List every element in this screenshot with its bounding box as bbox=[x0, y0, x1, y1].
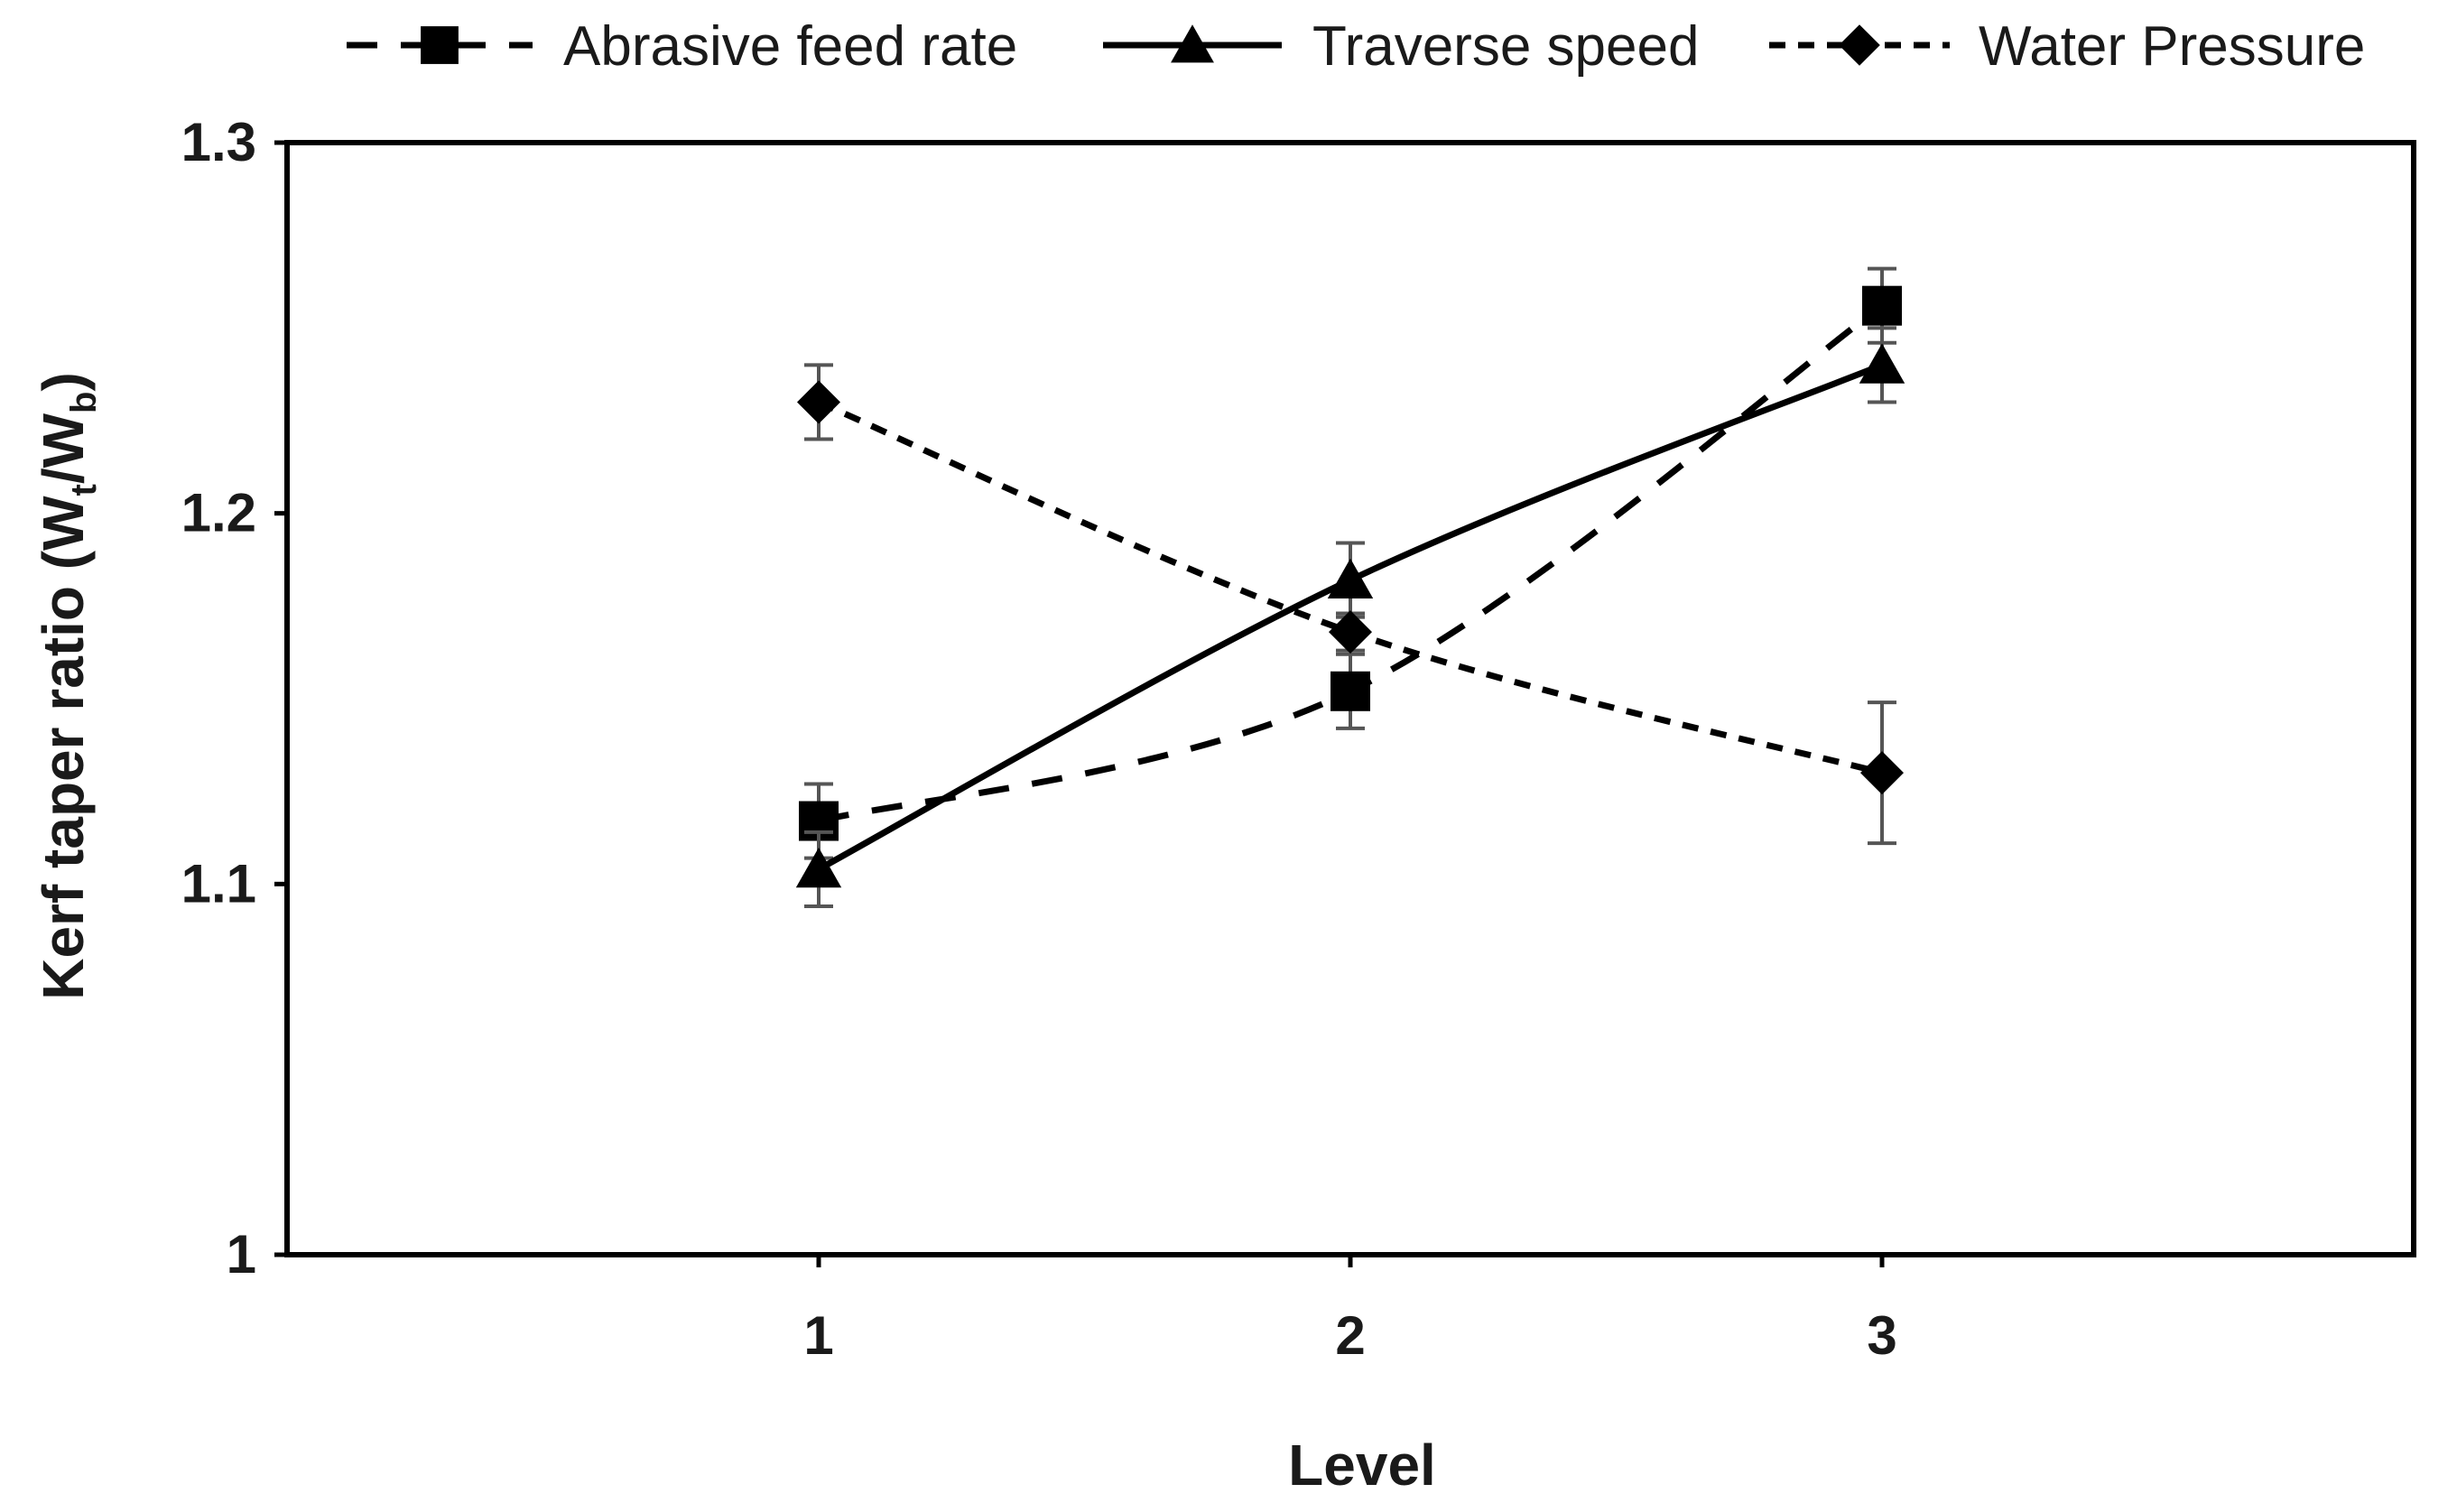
x-axis-title: Level bbox=[1288, 1433, 1436, 1498]
y-axis-title-mid: /W bbox=[31, 413, 96, 484]
y-tick-label: 1.3 bbox=[181, 112, 256, 172]
legend-entry: Water Pressure bbox=[1769, 15, 2365, 78]
legend-entry: Traverse speed bbox=[1103, 15, 1699, 78]
data-point-diamond bbox=[1329, 610, 1372, 654]
y-axis-title: Kerf taper ratio (Wt/Wb) bbox=[31, 372, 104, 1000]
series-water-pressure bbox=[797, 363, 1904, 846]
data-point-triangle bbox=[1859, 343, 1905, 384]
data-point-triangle bbox=[1327, 558, 1374, 598]
y-axis-title-prefix: Kerf taper ratio (W bbox=[31, 496, 96, 1000]
legend-marker-square bbox=[421, 26, 459, 64]
data-point-triangle bbox=[795, 847, 842, 888]
data-point-square bbox=[1330, 671, 1370, 711]
legend-label: Traverse speed bbox=[1312, 15, 1699, 78]
x-tick-label: 1 bbox=[803, 1305, 833, 1366]
x-axis: 1 2 3 bbox=[803, 1255, 1897, 1366]
y-tick-label: 1 bbox=[227, 1224, 256, 1285]
y-tick-label: 1.2 bbox=[181, 483, 256, 543]
y-axis-title-suffix: ) bbox=[31, 372, 96, 391]
legend-marker-triangle bbox=[1171, 24, 1214, 63]
x-tick-label: 3 bbox=[1867, 1305, 1896, 1366]
data-point-square bbox=[1862, 285, 1902, 326]
x-tick-label: 2 bbox=[1335, 1305, 1365, 1366]
data-point-diamond bbox=[1860, 751, 1904, 795]
y-axis-title-sub-t: t bbox=[64, 484, 104, 496]
series-layer bbox=[795, 266, 1905, 908]
legend-marker-diamond bbox=[1839, 24, 1880, 66]
legend-entry: Abrasive feed rate bbox=[347, 15, 1017, 78]
y-axis-title-sub-b: b bbox=[64, 392, 104, 413]
legend: Abrasive feed rate Traverse speed Water Pr… bbox=[347, 15, 2365, 78]
series-traverse-speed bbox=[795, 326, 1905, 908]
legend-label: Water Pressure bbox=[1979, 15, 2365, 78]
data-point-diamond bbox=[797, 380, 840, 424]
y-axis: 1 1.1 1.2 1.3 bbox=[181, 112, 287, 1285]
y-tick-label: 1.1 bbox=[181, 853, 256, 914]
legend-label: Abrasive feed rate bbox=[563, 15, 1017, 78]
